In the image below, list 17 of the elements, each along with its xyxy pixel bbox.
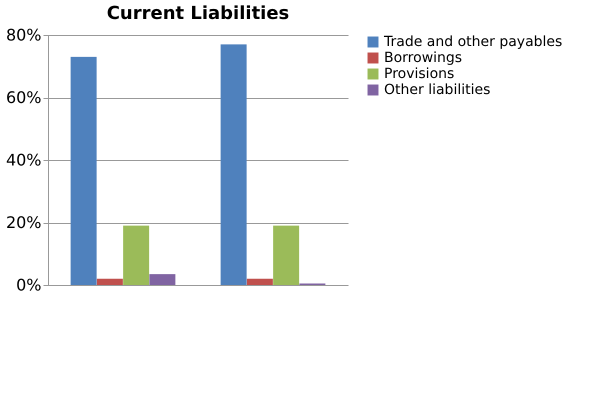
bar	[220, 44, 247, 285]
bar	[123, 226, 150, 285]
legend-label: Borrowings	[384, 50, 462, 66]
y-tick-label: 60%	[6, 88, 42, 107]
legend-label: Provisions	[384, 66, 454, 82]
bar	[149, 274, 176, 285]
bar	[246, 278, 273, 285]
y-tick-label: 20%	[6, 213, 42, 232]
y-tick-label: 80%	[6, 26, 42, 44]
legend-label: Other liabilities	[384, 82, 490, 98]
legend-label: Trade and other payables	[383, 34, 562, 50]
bar	[273, 226, 300, 285]
bar	[96, 278, 123, 285]
y-tick-label: 40%	[6, 150, 42, 170]
chart-title: Current Liabilities	[106, 3, 290, 24]
bar	[70, 56, 97, 285]
y-tick-label: 0%	[16, 276, 42, 294]
